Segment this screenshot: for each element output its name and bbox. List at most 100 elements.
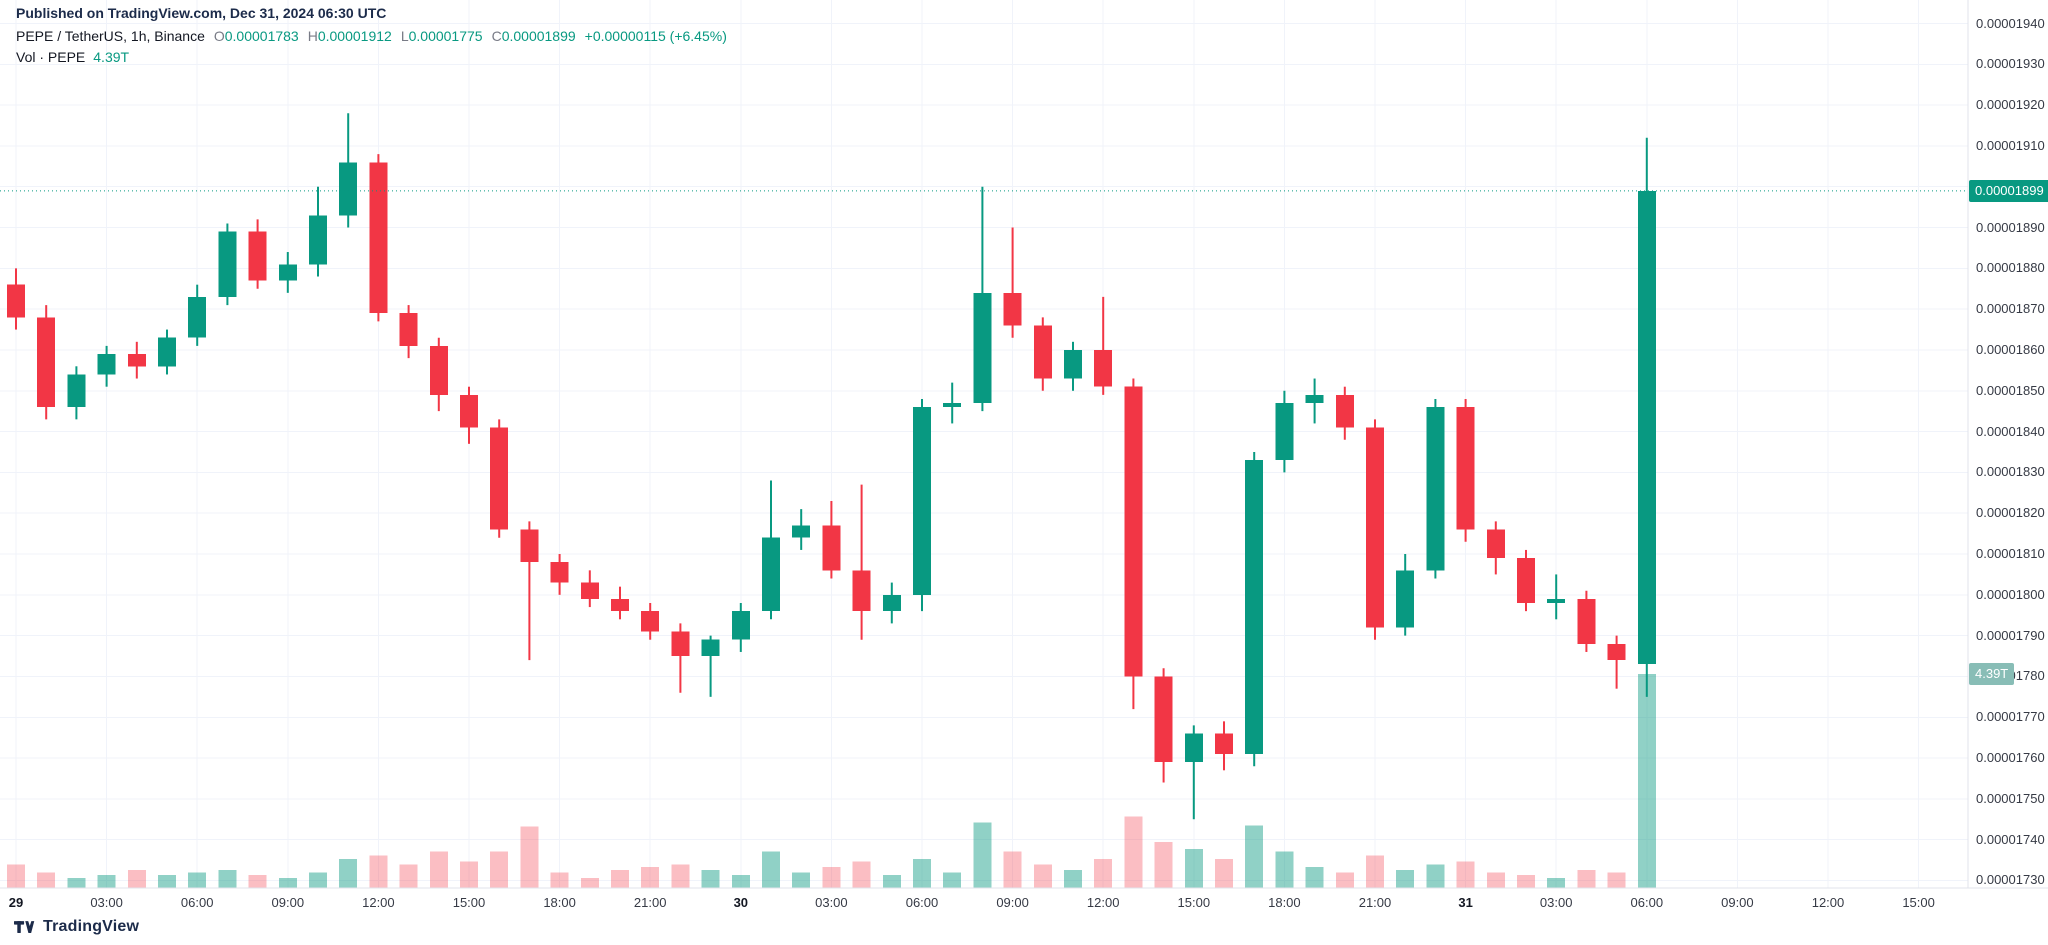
volume-bar: [1396, 869, 1415, 888]
candle-body: [580, 582, 599, 599]
volume-bars: [7, 674, 1656, 888]
candle-body: [762, 537, 780, 612]
volume-bar: [943, 872, 962, 888]
candle-body: [1607, 643, 1626, 661]
volume-bar: [309, 872, 327, 888]
volume-bar: [1064, 869, 1082, 888]
time-axis[interactable]: 29 03:00 06:00 09:00 12:00 15:00 18:00 21:00 30 0…: [0, 889, 2048, 919]
candle-body: [701, 639, 720, 657]
price-axis-label: 0.00001730: [1976, 872, 2045, 888]
candle-body: [1637, 190, 1656, 665]
candle-body: [1184, 733, 1203, 763]
price-axis-label: 0.00001940: [1976, 15, 2045, 31]
time-axis-label: 12:00: [1086, 895, 1120, 910]
price-axis-label: 0.00001920: [1976, 97, 2045, 113]
time-axis-label: 03:00: [90, 895, 123, 910]
volume-bar: [1607, 872, 1626, 888]
volume-bar: [339, 859, 358, 888]
price-axis-label: 0.00001820: [1976, 505, 2045, 521]
symbol-title[interactable]: PEPE / TetherUS, 1h, Binance: [16, 28, 205, 44]
candle-body: [882, 594, 901, 612]
volume-bar: [248, 874, 267, 888]
price-axis-label: 0.00001750: [1976, 790, 2045, 806]
candle-body: [611, 598, 629, 612]
volume-bar: [1094, 859, 1113, 888]
candle-body: [1275, 403, 1294, 461]
volume-bar: [1154, 842, 1173, 888]
price-axis-label: 0.00001810: [1976, 546, 2045, 562]
candle-body: [520, 529, 539, 563]
volume-bar: [278, 877, 297, 888]
time-axis-label: 06:00: [1630, 895, 1664, 910]
volume-bar: [158, 874, 176, 888]
candle-body: [1245, 460, 1264, 754]
candle-body: [1064, 349, 1082, 379]
time-axis-label: 21:00: [1358, 895, 1392, 910]
price-axis-label: 0.00001880: [1976, 260, 2045, 276]
volume-bar: [1335, 872, 1354, 888]
candle-body: [490, 427, 509, 530]
tradingview-logo[interactable]: TradingView: [14, 918, 139, 936]
time-axis-label: 18:00: [543, 895, 576, 910]
candle-body: [1335, 394, 1354, 428]
price-axis-label: 0.00001830: [1976, 464, 2045, 480]
symbol-legend[interactable]: PEPE / TetherUS, 1h, Binance O0.00001783…: [16, 28, 727, 44]
volume-bar: [520, 826, 539, 888]
candle-body: [1486, 529, 1505, 559]
price-axis[interactable]: 0.00001940 0.00001930 0.00001920 0.00001910…: [1969, 0, 2048, 888]
volume-bar: [1426, 864, 1445, 888]
ohlc-high: H0.00001912: [307, 28, 392, 44]
candle-body: [550, 562, 569, 583]
tradingview-logo-icon: [14, 920, 35, 933]
volume-bar: [369, 855, 388, 888]
volume-bar: [731, 874, 750, 888]
volume-bar: [188, 872, 207, 888]
volume-bar: [1124, 816, 1143, 888]
time-axis-label: 15:00: [1902, 895, 1935, 910]
candle-body: [973, 292, 992, 404]
time-axis-label: 29: [8, 895, 24, 910]
published-note: Published on TradingView.com, Dec 31, 20…: [16, 5, 387, 21]
volume-value: 4.39T: [93, 49, 130, 65]
candle-body: [641, 611, 660, 632]
time-axis-label: 03:00: [815, 895, 848, 910]
volume-bar: [1456, 861, 1475, 888]
last-price-badge-text: 0.00001899: [1975, 182, 2044, 198]
candle-body: [339, 162, 358, 216]
price-axis-label: 0.00001870: [1976, 301, 2045, 317]
price-axis-label: 0.00001890: [1976, 219, 2045, 235]
volume-legend[interactable]: Vol · PEPE 4.39T: [16, 49, 129, 65]
time-axis-label: 06:00: [180, 895, 214, 910]
candle-body: [1305, 394, 1324, 404]
time-axis-label: 15:00: [452, 895, 486, 910]
volume-bar: [1547, 877, 1566, 888]
candle-body: [369, 162, 388, 314]
price-change: +0.00000115 (+6.45%): [584, 28, 727, 44]
candle-body: [671, 631, 690, 657]
ohlc-close: C0.00001899: [491, 28, 576, 44]
candle-body: [1426, 407, 1445, 571]
time-axis-label: 03:00: [1539, 895, 1573, 910]
volume-bar: [1517, 874, 1535, 888]
tradingview-logo-text: TradingView: [43, 918, 140, 935]
candle-body: [1094, 349, 1113, 387]
volume-bar: [973, 822, 992, 888]
price-axis-label: 0.00001860: [1976, 341, 2045, 357]
axis-borders: [0, 0, 2048, 889]
volume-bar: [1184, 849, 1203, 888]
volume-bar: [1305, 867, 1324, 888]
candle-body: [1396, 570, 1415, 628]
candle-body: [1124, 386, 1143, 677]
volume-bar: [399, 864, 418, 888]
volume-bar: [1366, 855, 1384, 888]
volume-bar: [1245, 825, 1264, 888]
candle-body: [822, 525, 841, 571]
time-axis-label: 31: [1458, 895, 1473, 910]
volume-bar: [1003, 851, 1022, 888]
candle-body: [67, 374, 86, 408]
candle-body: [1517, 558, 1535, 603]
volume-bar: [1637, 674, 1656, 888]
candle-body: [1215, 733, 1233, 754]
time-axis-label: 09:00: [1721, 895, 1754, 910]
